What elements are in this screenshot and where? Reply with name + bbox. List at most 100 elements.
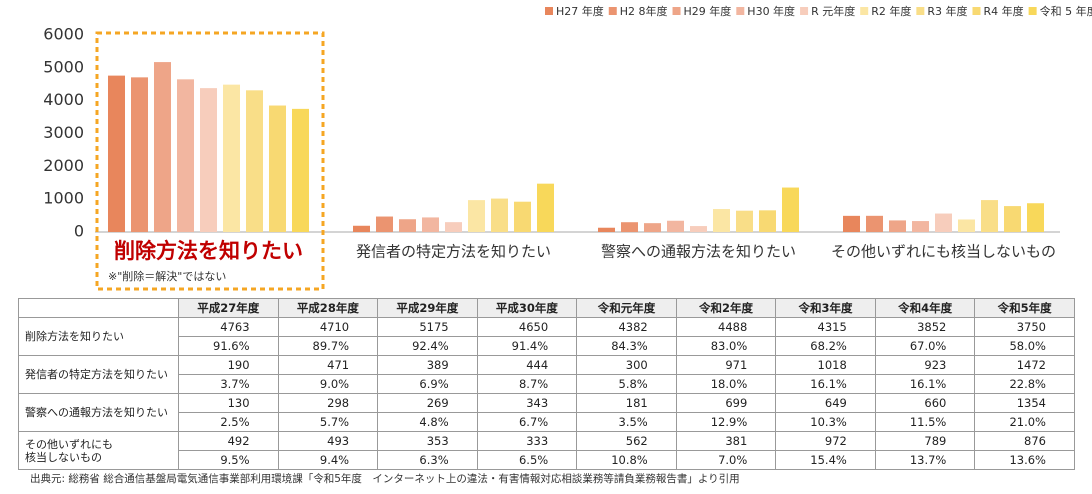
count-cell: 181: [576, 393, 677, 413]
bar: [376, 216, 393, 232]
legend-swatch: [860, 7, 869, 15]
legend-swatch: [972, 7, 981, 15]
bar: [292, 108, 309, 232]
share-cell: 22.8%: [974, 374, 1075, 394]
share-cell: 5.8%: [576, 374, 677, 394]
bar: [1004, 206, 1021, 232]
share-row: 91.6% 89.7% 92.4% 91.4% 84.3% 83.0% 68.2% 67.0%…: [19, 336, 1075, 356]
share-cell: 6.7%: [476, 412, 578, 432]
share-cell: 10.3%: [775, 412, 876, 432]
bar: [598, 227, 615, 232]
bar: [667, 220, 684, 232]
share-row: 9.5% 9.4% 6.3% 6.5% 10.8% 7.0% 15.4% 13.7% 13.6%: [19, 450, 1075, 470]
header-cell: 令和元年度: [576, 298, 677, 318]
legend-label: R 元年度: [811, 4, 855, 18]
count-cell: 3750: [974, 317, 1075, 337]
annotation: ※"削除＝解決"ではない: [108, 269, 226, 283]
share-cell: 67.0%: [874, 336, 976, 356]
bar: [935, 213, 952, 232]
source-note: 出典元: 総務省 総合通信基盤局電気通信事業部利用環境課「令和5年度 インターネ…: [30, 473, 740, 485]
bar: [246, 90, 263, 233]
share-cell: 18.0%: [675, 374, 777, 394]
count-cell: 492: [178, 431, 279, 451]
share-cell: 5.7%: [277, 412, 379, 432]
count-cell: 353: [377, 431, 478, 451]
header-cell: 令和3年度: [775, 298, 876, 318]
bar: [200, 88, 217, 233]
bar: [958, 219, 975, 232]
count-cell: 3852: [874, 317, 976, 337]
bar: [644, 223, 661, 232]
header-cell: 平成29年度: [377, 298, 478, 318]
bar: [843, 215, 860, 232]
x-tick-label: その他いずれにも核当しないもの: [831, 243, 1056, 261]
count-cell: 649: [775, 393, 876, 413]
bar: [759, 210, 776, 232]
bar: [1027, 203, 1044, 232]
share-cell: 92.4%: [377, 336, 478, 356]
share-cell: 84.3%: [576, 336, 677, 356]
legend-label: H29 年度: [684, 4, 732, 18]
header-cell: 平成27年度: [178, 298, 279, 318]
count-cell: 699: [675, 393, 777, 413]
share-cell: 3.7%: [178, 374, 279, 394]
bar: [353, 225, 370, 232]
header-cell: [18, 298, 179, 318]
count-cell: 381: [675, 431, 777, 451]
header-cell: 令和4年度: [874, 298, 976, 318]
legend-label: 令和 5 年度: [1040, 4, 1092, 18]
bar: [514, 201, 531, 232]
count-cell: 343: [476, 393, 578, 413]
count-cell: 269: [377, 393, 478, 413]
bar: [468, 200, 485, 232]
legend-swatch: [1028, 7, 1037, 15]
bar: [981, 200, 998, 232]
count-row: 発信者の特定方法を知りたい 190 471 389 444 300 971 1018 923 14…: [18, 355, 1075, 394]
bar: [782, 187, 799, 232]
legend-label: R2 年度: [871, 4, 911, 18]
count-cell: 972: [775, 431, 876, 451]
y-tick-label: 3000: [43, 123, 84, 142]
y-tick-label: 6000: [43, 25, 84, 44]
legend-label: H27 年度: [556, 4, 604, 18]
share-cell: 7.0%: [675, 450, 777, 470]
count-row: その他いずれにも 核当しないもの 492 493 353 333 562 381 972 789…: [18, 431, 1075, 470]
count-cell: 4763: [178, 317, 279, 337]
x-tick-label: 警察への通報方法を知りたい: [601, 243, 796, 261]
share-cell: 16.1%: [874, 374, 976, 394]
bar: [621, 222, 638, 232]
count-cell: 876: [974, 431, 1075, 451]
share-cell: 9.4%: [277, 450, 379, 470]
count-cell: 130: [178, 393, 279, 413]
share-cell: 16.1%: [775, 374, 876, 394]
share-cell: 91.4%: [476, 336, 578, 356]
count-cell: 562: [576, 431, 677, 451]
share-cell: 13.6%: [974, 450, 1075, 470]
count-cell: 4315: [775, 317, 876, 337]
bar: [108, 75, 125, 232]
bar: [445, 222, 462, 232]
bar: [736, 210, 753, 232]
share-cell: 2.5%: [178, 412, 279, 432]
count-cell: 333: [476, 431, 578, 451]
share-cell: 3.5%: [576, 412, 677, 432]
bar: [912, 221, 929, 232]
share-cell: 9.5%: [178, 450, 279, 470]
count-cell: 389: [377, 355, 478, 375]
bar: [177, 79, 194, 232]
row-label: 警察への通報方法を知りたい: [18, 393, 179, 432]
legend-label: H30 年度: [747, 4, 795, 18]
y-tick-label: 2000: [43, 156, 84, 175]
header-cell: 令和5年度: [974, 298, 1075, 318]
share-cell: 89.7%: [277, 336, 379, 356]
data-table: 平成27年度 平成28年度 平成29年度 平成30年度 令和元年度 令和2年度 令和3年度令…: [18, 298, 1075, 470]
count-cell: 1472: [974, 355, 1075, 375]
count-cell: 789: [874, 431, 976, 451]
legend-swatch: [545, 7, 553, 15]
bar: [537, 183, 554, 232]
share-cell: 6.5%: [476, 450, 578, 470]
share-cell: 9.0%: [277, 374, 379, 394]
bar: [889, 220, 906, 232]
share-cell: 8.7%: [476, 374, 578, 394]
